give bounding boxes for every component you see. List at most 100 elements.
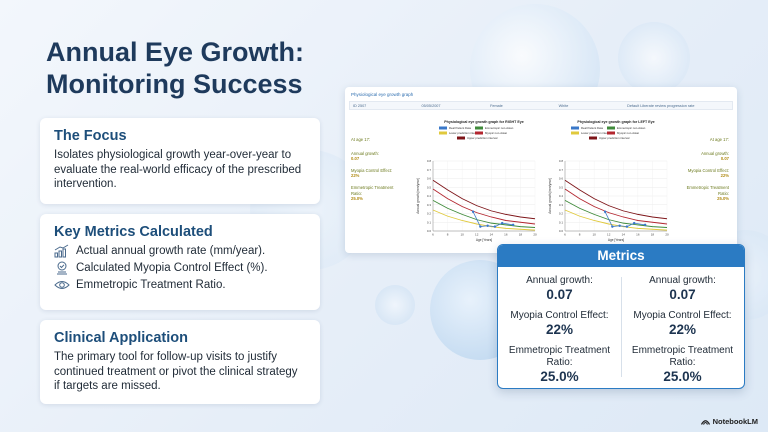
x-tick-label: 10 — [460, 233, 464, 237]
chart-title: Physiological eye growth graph for RIGHT… — [444, 120, 523, 124]
y-tick-label: 0.1 — [559, 220, 564, 224]
x-tick-label: 6 — [432, 233, 434, 237]
annual-growth-value: 0.07 — [351, 156, 360, 162]
x-tick-label: 18 — [651, 233, 655, 237]
x-tick-label: 10 — [592, 233, 596, 237]
patient-id: ID 2507 — [353, 103, 367, 108]
x-tick-label: 6 — [564, 233, 566, 237]
patient-info-bar: ID 2507 05/05/2007 Female White Default … — [349, 101, 733, 110]
lower-prediction-interval-line — [432, 209, 536, 231]
legend-swatch — [607, 126, 615, 130]
legend-label: Upper prediction interval — [467, 136, 498, 140]
upper-prediction-interval-line — [564, 179, 668, 220]
x-tick-label: 20 — [533, 233, 537, 237]
decorative-circle — [618, 22, 690, 94]
notebooklm-logo-icon — [700, 420, 710, 425]
patient-data-point — [643, 223, 647, 227]
y-tick-label: 0.0 — [559, 229, 564, 233]
y-axis-label: Annual growth [mm/year] — [548, 178, 552, 214]
myopic-non-asian-line — [432, 188, 536, 225]
myopia-control-value: 22% — [668, 322, 697, 337]
legend-label: Real Patient Data — [581, 126, 603, 130]
y-tick-label: 0.3 — [427, 203, 432, 207]
patient-data-point — [633, 221, 636, 225]
myopia-control-label: Myopia Control Effect: — [687, 167, 729, 173]
patient-data-point — [479, 225, 482, 228]
y-tick-label: 0.7 — [427, 168, 432, 172]
right-side-panel: At age 17: Annual growth: 0.07 Myopia Co… — [679, 137, 729, 202]
myopic-non-asian-line — [564, 188, 668, 225]
real-patient-data-line — [604, 211, 646, 228]
clinical-card: Clinical Application The primary tool fo… — [40, 320, 320, 404]
left-eye-growth-chart: Physiological eye growth graph for LEFT … — [548, 120, 669, 242]
metric-label: Emmetropic Treatment Ratio. — [76, 279, 226, 291]
column-divider — [621, 277, 622, 377]
brand-name: NotebookLM — [712, 417, 758, 426]
legend-label: Emmetropic non-Asian — [485, 126, 514, 130]
myopia-control-value: 22% — [545, 322, 574, 337]
patient-data-point — [618, 224, 621, 227]
shield-check-icon — [57, 261, 67, 275]
metrics-panel: Metrics Annual growth: 0.07 Myopia Contr… — [497, 244, 745, 389]
patient-data-point — [501, 221, 504, 225]
legend-swatch — [475, 126, 483, 130]
patient-data-point — [625, 225, 629, 228]
annual-growth-value: 0.07 — [546, 287, 573, 302]
real-patient-data-line — [472, 211, 514, 228]
y-tick-label: 0.5 — [559, 185, 564, 189]
legend-swatch — [571, 131, 579, 135]
slide-title: Annual Eye Growth: Monitoring Success — [46, 37, 305, 99]
chart-title: Physiological eye growth graph for LEFT … — [577, 120, 654, 124]
patient-dob: 05/05/2007 — [421, 103, 441, 108]
treatment-ratio-label: Emmetropic Treatment Ratio: — [508, 345, 611, 368]
legend-label: Lower prediction interval — [449, 131, 480, 135]
clinical-text: The primary tool for follow-up visits to… — [54, 351, 298, 392]
y-tick-label: 0.4 — [559, 194, 564, 198]
patient-data-point — [493, 225, 497, 228]
clinical-heading: Clinical Application — [54, 330, 189, 346]
y-tick-label: 0.4 — [427, 194, 432, 198]
x-axis-label: Age [Years] — [476, 238, 492, 242]
x-tick-label: 20 — [665, 233, 669, 237]
legend-swatch — [607, 131, 615, 135]
metrics-columns: Annual growth: 0.07 Myopia Control Effec… — [498, 267, 744, 388]
patient-data-point — [471, 210, 475, 213]
eye-icon — [54, 281, 70, 289]
legend-swatch — [475, 131, 483, 135]
y-tick-label: 0.6 — [559, 177, 564, 181]
treatment-ratio-label: Emmetropic Treatment Ratio: — [631, 345, 734, 368]
y-tick-label: 0.3 — [559, 203, 564, 207]
legend-swatch — [571, 126, 579, 130]
patient-data-point — [511, 223, 515, 227]
annual-growth-label: Annual growth: — [351, 150, 379, 156]
y-tick-label: 0.2 — [559, 212, 564, 216]
left-side-panel: At age 17: Annual growth: 0.07 Myopia Co… — [351, 137, 401, 202]
lower-prediction-interval-line — [564, 209, 668, 231]
treatment-ratio-label: Emmetropic Treatment Ratio: — [686, 184, 729, 196]
focus-card: The Focus Isolates physiological growth … — [40, 118, 320, 204]
metric-item: Actual annual growth rate (mm/year). — [54, 244, 306, 258]
key-metrics-heading: Key Metrics Calculated — [54, 224, 213, 240]
growth-chart-icon — [54, 244, 69, 258]
patient-data-point — [486, 224, 489, 227]
y-tick-label: 0.0 — [427, 229, 432, 233]
focus-text: Isolates physiological growth year-over-… — [54, 149, 302, 190]
legend-label: Emmetropic non-Asian — [617, 126, 646, 130]
x-tick-label: 18 — [519, 233, 523, 237]
screenshot-header: Physiological eye growth graph — [351, 92, 414, 97]
legend-swatch — [589, 136, 597, 140]
age-label: At age 17: — [709, 137, 729, 142]
emmetropic-non-asian-line — [432, 199, 536, 228]
age-label: At age 17: — [351, 137, 371, 142]
legend-label: Upper prediction interval — [599, 136, 630, 140]
myopia-control-label: Myopia Control Effect: — [510, 310, 609, 321]
decorative-circle — [375, 285, 415, 325]
annual-growth-label: Annual growth: — [701, 150, 729, 156]
upper-prediction-interval-line — [432, 179, 536, 220]
x-tick-label: 8 — [447, 233, 449, 237]
legend-label: Myopic non-Asian — [485, 131, 508, 135]
legend-swatch — [439, 131, 447, 135]
patient-progression: Default Liberate review progression rate — [627, 103, 695, 108]
annual-growth-value: 0.07 — [669, 287, 696, 302]
annual-growth-value: 0.07 — [720, 156, 729, 162]
